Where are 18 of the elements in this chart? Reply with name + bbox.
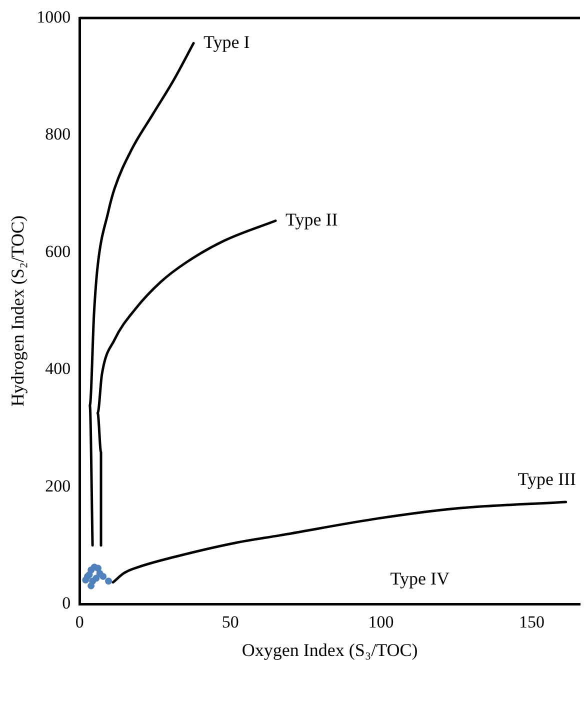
x-tick-label: 100 [368,612,394,632]
y-tick-label: 800 [45,124,71,144]
x-axis-title: Oxygen Index (S₃/TOC) [242,640,418,660]
x-tick-label: 0 [75,612,84,632]
y-axis-title: Hydrogen Index (S₂/TOC) [8,216,28,406]
series-label: Type III [518,468,576,489]
x-tick-label: 150 [519,612,545,632]
line-series [88,42,195,547]
x-tick-label: 50 [222,612,239,632]
series-label: Type II [286,209,338,230]
series-label: Type I [204,32,250,52]
y-tick-label: 200 [45,476,71,496]
y-tick-label: 0 [62,593,71,612]
y-tick-label: 1000 [36,7,71,26]
line-series [96,220,277,547]
y-tick-label: 400 [45,359,71,378]
y-tick-label: 600 [45,242,71,261]
annotation: Type IV [390,568,450,589]
